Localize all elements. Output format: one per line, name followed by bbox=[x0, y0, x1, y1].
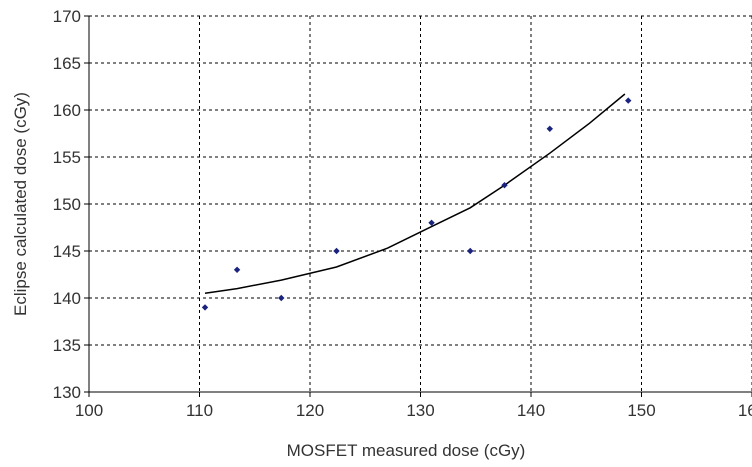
data-point bbox=[278, 294, 285, 302]
y-tick-label: 155 bbox=[53, 148, 81, 167]
data-point bbox=[501, 182, 508, 189]
data-point bbox=[233, 266, 241, 273]
x-tick-label: 140 bbox=[517, 401, 545, 420]
x-tick-label: 150 bbox=[627, 401, 655, 420]
y-tick-label: 150 bbox=[53, 195, 81, 214]
y-tick-label: 145 bbox=[53, 242, 81, 261]
y-tick-label: 130 bbox=[53, 383, 81, 402]
x-tick-label: 100 bbox=[75, 401, 103, 420]
x-tick-label: 160 bbox=[738, 401, 752, 420]
data-point bbox=[428, 219, 435, 226]
y-axis-title: Eclipse calculated dose (cGy) bbox=[11, 92, 30, 316]
data-point bbox=[467, 247, 474, 255]
y-tick-label: 165 bbox=[53, 54, 81, 73]
x-tick-label: 110 bbox=[186, 401, 213, 420]
gridlines bbox=[89, 15, 752, 392]
data-points bbox=[201, 97, 632, 311]
tick-labels: 100 110 120 130 140 150 160 130 135 140 145 150 155 1… bbox=[53, 7, 752, 420]
x-tick-label: 130 bbox=[406, 401, 434, 420]
trendline bbox=[204, 93, 626, 295]
trendline-group bbox=[204, 93, 626, 295]
y-tick-label: 140 bbox=[53, 289, 81, 308]
data-point bbox=[333, 247, 340, 255]
axes bbox=[84, 15, 752, 397]
data-point bbox=[201, 304, 209, 311]
x-tick-label: 120 bbox=[296, 401, 324, 420]
y-tick-label: 135 bbox=[53, 336, 81, 355]
y-tick-label: 170 bbox=[53, 7, 81, 26]
y-tick-label: 160 bbox=[53, 101, 81, 120]
x-axis-title: MOSFET measured dose (cGy) bbox=[287, 441, 526, 460]
data-point bbox=[625, 97, 632, 104]
data-point bbox=[546, 125, 553, 132]
